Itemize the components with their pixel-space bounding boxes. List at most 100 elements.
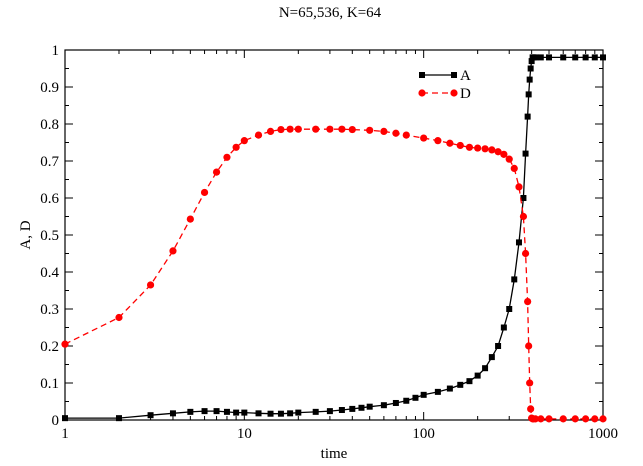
data-point-A: [62, 415, 68, 422]
data-point-D: [525, 342, 533, 350]
x-axis-label: time: [321, 446, 348, 462]
series-A: [62, 54, 606, 422]
y-tick-label: 0.2: [40, 339, 59, 355]
data-point-D: [510, 164, 518, 172]
data-point-A: [537, 54, 544, 61]
y-axis-label: A, D: [18, 220, 34, 249]
data-point-A: [457, 381, 464, 388]
data-point-D: [488, 146, 496, 154]
data-point-D: [591, 415, 599, 423]
data-point-A: [466, 378, 473, 385]
data-point-A: [201, 408, 208, 415]
x-tick-label: 1000: [588, 426, 618, 442]
data-point-D: [446, 139, 454, 147]
data-point-D: [186, 215, 194, 223]
data-point-A: [213, 408, 220, 415]
data-point-A: [526, 76, 533, 83]
data-point-A: [326, 408, 333, 415]
data-point-D: [526, 379, 534, 387]
data-point-A: [241, 409, 248, 416]
y-tick-label: 1: [52, 43, 60, 59]
y-axis: 0 0.1 0.2 0.3 0.4 0.5 0.6 0.7 0.8 0.9 1: [40, 43, 603, 429]
x-axis: 1 10 100 1000: [61, 50, 618, 442]
data-point-D: [571, 415, 579, 423]
legend-label-A: A: [460, 68, 471, 84]
series-layer: [61, 54, 607, 423]
data-point-D: [559, 415, 567, 423]
data-point-D: [537, 415, 545, 423]
data-point-D: [277, 125, 285, 134]
data-point-A: [446, 385, 453, 392]
data-point-D: [115, 313, 123, 322]
data-point-D: [392, 129, 400, 137]
data-point-D: [61, 340, 69, 348]
data-point-A: [267, 410, 274, 417]
y-tick-label: 0.3: [40, 302, 59, 318]
series-line-A: [65, 56, 603, 419]
data-point-A: [147, 412, 154, 419]
data-point-A: [349, 405, 356, 412]
data-point-D: [200, 188, 209, 197]
data-point-D: [515, 183, 523, 191]
data-point-D: [531, 415, 540, 423]
data-point-D: [146, 281, 155, 289]
data-point-D: [348, 125, 356, 134]
data-point-D: [456, 141, 464, 150]
data-point-D: [500, 150, 508, 158]
data-point-A: [600, 54, 606, 61]
data-point-A: [500, 324, 507, 331]
data-point-D: [524, 298, 532, 306]
chart-title: N=65,536, K=64: [279, 5, 382, 21]
data-point-A: [572, 54, 579, 61]
data-point-A: [223, 408, 230, 415]
data-point-A: [560, 54, 567, 61]
data-point-A: [532, 54, 539, 61]
data-point-D: [312, 125, 320, 133]
legend-label-D: D: [460, 86, 471, 102]
y-tick-label: 0.4: [40, 265, 59, 281]
data-point-A: [169, 410, 176, 417]
legend-marker-A: [419, 72, 425, 78]
data-point-A: [582, 54, 589, 61]
legend: AD: [418, 68, 471, 102]
data-point-A: [412, 394, 419, 401]
y-tick-label: 0.1: [40, 376, 59, 392]
legend-marker-A: [451, 72, 457, 78]
data-point-A: [524, 113, 531, 120]
data-point-A: [380, 402, 387, 409]
plot-frame: [64, 49, 604, 421]
data-point-A: [591, 54, 598, 61]
data-point-A: [488, 354, 495, 361]
data-point-D: [240, 137, 248, 145]
data-point-D: [402, 131, 410, 139]
data-point-A: [495, 343, 502, 349]
data-point-D: [212, 168, 221, 176]
data-point-D: [232, 143, 240, 151]
data-point-A: [515, 239, 522, 246]
x-tick-label: 10: [237, 426, 252, 442]
data-point-D: [474, 144, 482, 152]
y-tick-label: 0.5: [40, 228, 59, 244]
data-point-A: [233, 409, 240, 416]
data-point-A: [338, 407, 345, 414]
data-point-A: [528, 58, 535, 65]
data-point-D: [254, 131, 263, 139]
y-tick-label: 0.7: [40, 154, 59, 170]
data-point-D: [494, 148, 502, 156]
x-tick-label: 100: [412, 426, 435, 442]
data-point-D: [481, 145, 489, 153]
data-point-A: [474, 372, 481, 379]
data-point-D: [326, 125, 334, 133]
data-point-A: [522, 150, 529, 157]
legend-marker-D: [450, 89, 458, 97]
data-point-A: [482, 365, 489, 372]
data-point-D: [527, 405, 535, 413]
data-point-D: [366, 126, 374, 134]
data-point-A: [358, 404, 365, 411]
data-point-A: [511, 276, 518, 283]
data-point-A: [420, 391, 427, 398]
data-point-D: [338, 125, 346, 133]
data-point-A: [277, 410, 284, 417]
data-point-A: [366, 403, 373, 410]
legend-marker-D: [418, 89, 426, 97]
